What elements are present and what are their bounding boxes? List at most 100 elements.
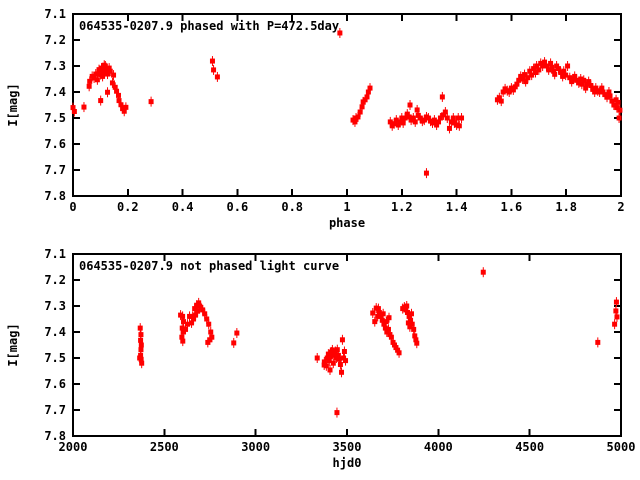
point-marker — [411, 326, 417, 332]
point-marker — [531, 66, 537, 72]
point-marker — [391, 342, 397, 348]
x-tick-label: 1 — [343, 200, 350, 214]
point-marker — [382, 325, 388, 331]
point-marker — [187, 313, 193, 319]
point-marker — [383, 319, 389, 325]
data-point — [456, 120, 462, 131]
point-marker — [617, 107, 623, 113]
point-marker — [106, 65, 112, 71]
point-marker — [138, 356, 144, 362]
point-marker — [614, 105, 620, 111]
point-marker — [450, 115, 456, 121]
data-point — [533, 67, 539, 78]
y-ticks: 7.1 7.2 7.3 7.4 7.5 7.6 7.7 7.8 — [44, 247, 621, 443]
y-tick-label: 7.4 — [44, 325, 66, 339]
data-point — [231, 337, 237, 348]
point-marker — [327, 354, 333, 360]
point-marker — [456, 123, 462, 129]
data-point — [404, 301, 410, 311]
point-marker — [607, 93, 613, 99]
point-marker — [444, 115, 450, 121]
y-tick-label: 7.3 — [44, 299, 66, 313]
point-marker — [415, 112, 421, 118]
point-marker — [325, 351, 331, 357]
point-marker — [414, 340, 420, 346]
data-point — [614, 311, 620, 322]
data-point — [522, 69, 528, 80]
point-marker — [375, 306, 381, 312]
point-marker — [314, 355, 320, 361]
point-marker — [567, 75, 573, 81]
point-marker — [138, 352, 144, 358]
data-point — [211, 64, 217, 75]
point-marker — [334, 347, 340, 353]
data-point — [341, 346, 347, 357]
point-marker — [391, 121, 397, 127]
point-marker — [324, 355, 330, 361]
point-marker — [138, 332, 144, 338]
point-marker — [98, 65, 104, 71]
point-marker — [459, 115, 465, 121]
point-marker — [355, 114, 361, 120]
data-point — [107, 66, 113, 77]
point-marker — [602, 92, 608, 98]
data-point — [442, 107, 448, 118]
point-marker — [584, 81, 590, 87]
point-marker — [209, 334, 215, 340]
point-marker — [599, 85, 605, 91]
x-tick-label: 1.2 — [391, 200, 413, 214]
point-marker — [423, 170, 429, 176]
data-point — [81, 102, 87, 113]
data-point — [137, 323, 143, 334]
point-marker — [388, 334, 394, 340]
point-marker — [510, 87, 516, 93]
data-point — [105, 87, 111, 98]
point-marker — [570, 76, 576, 82]
point-marker — [387, 332, 393, 338]
point-marker — [404, 303, 410, 309]
point-marker — [87, 78, 93, 84]
point-marker — [440, 112, 446, 118]
point-marker — [120, 106, 126, 112]
point-marker — [554, 63, 560, 69]
point-marker — [91, 75, 97, 81]
point-marker — [138, 337, 144, 343]
point-marker — [71, 109, 77, 114]
data-point — [187, 311, 193, 322]
point-marker — [399, 115, 405, 121]
data-point — [412, 116, 418, 127]
phased-y-axis-label: I[mag] — [6, 83, 20, 126]
point-marker — [604, 94, 610, 100]
x-tick-label: 0.4 — [172, 200, 194, 214]
point-marker — [376, 310, 382, 315]
point-marker — [404, 310, 410, 315]
point-marker — [180, 338, 186, 344]
point-marker — [406, 114, 412, 120]
y-tick-label: 7.1 — [44, 7, 66, 21]
point-marker — [613, 299, 619, 305]
point-marker — [321, 359, 327, 365]
point-marker — [496, 95, 502, 101]
point-marker — [534, 63, 540, 69]
point-marker — [138, 342, 144, 348]
data-point — [343, 355, 349, 366]
data-point — [330, 358, 336, 369]
point-marker — [421, 117, 427, 123]
point-marker — [518, 73, 524, 79]
point-marker — [522, 72, 528, 78]
point-marker — [379, 317, 385, 323]
unphased-x-axis-label: hjd0 — [333, 456, 362, 470]
point-marker — [525, 75, 531, 81]
point-marker — [395, 122, 401, 128]
point-marker — [329, 347, 335, 353]
point-marker — [370, 310, 376, 316]
point-marker — [70, 105, 76, 111]
point-marker — [336, 356, 342, 362]
x-tick-label: 0 — [69, 200, 76, 214]
point-marker — [121, 108, 127, 114]
point-marker — [527, 68, 533, 74]
point-marker — [387, 119, 393, 125]
data-point — [100, 66, 106, 77]
data-point — [439, 91, 445, 102]
